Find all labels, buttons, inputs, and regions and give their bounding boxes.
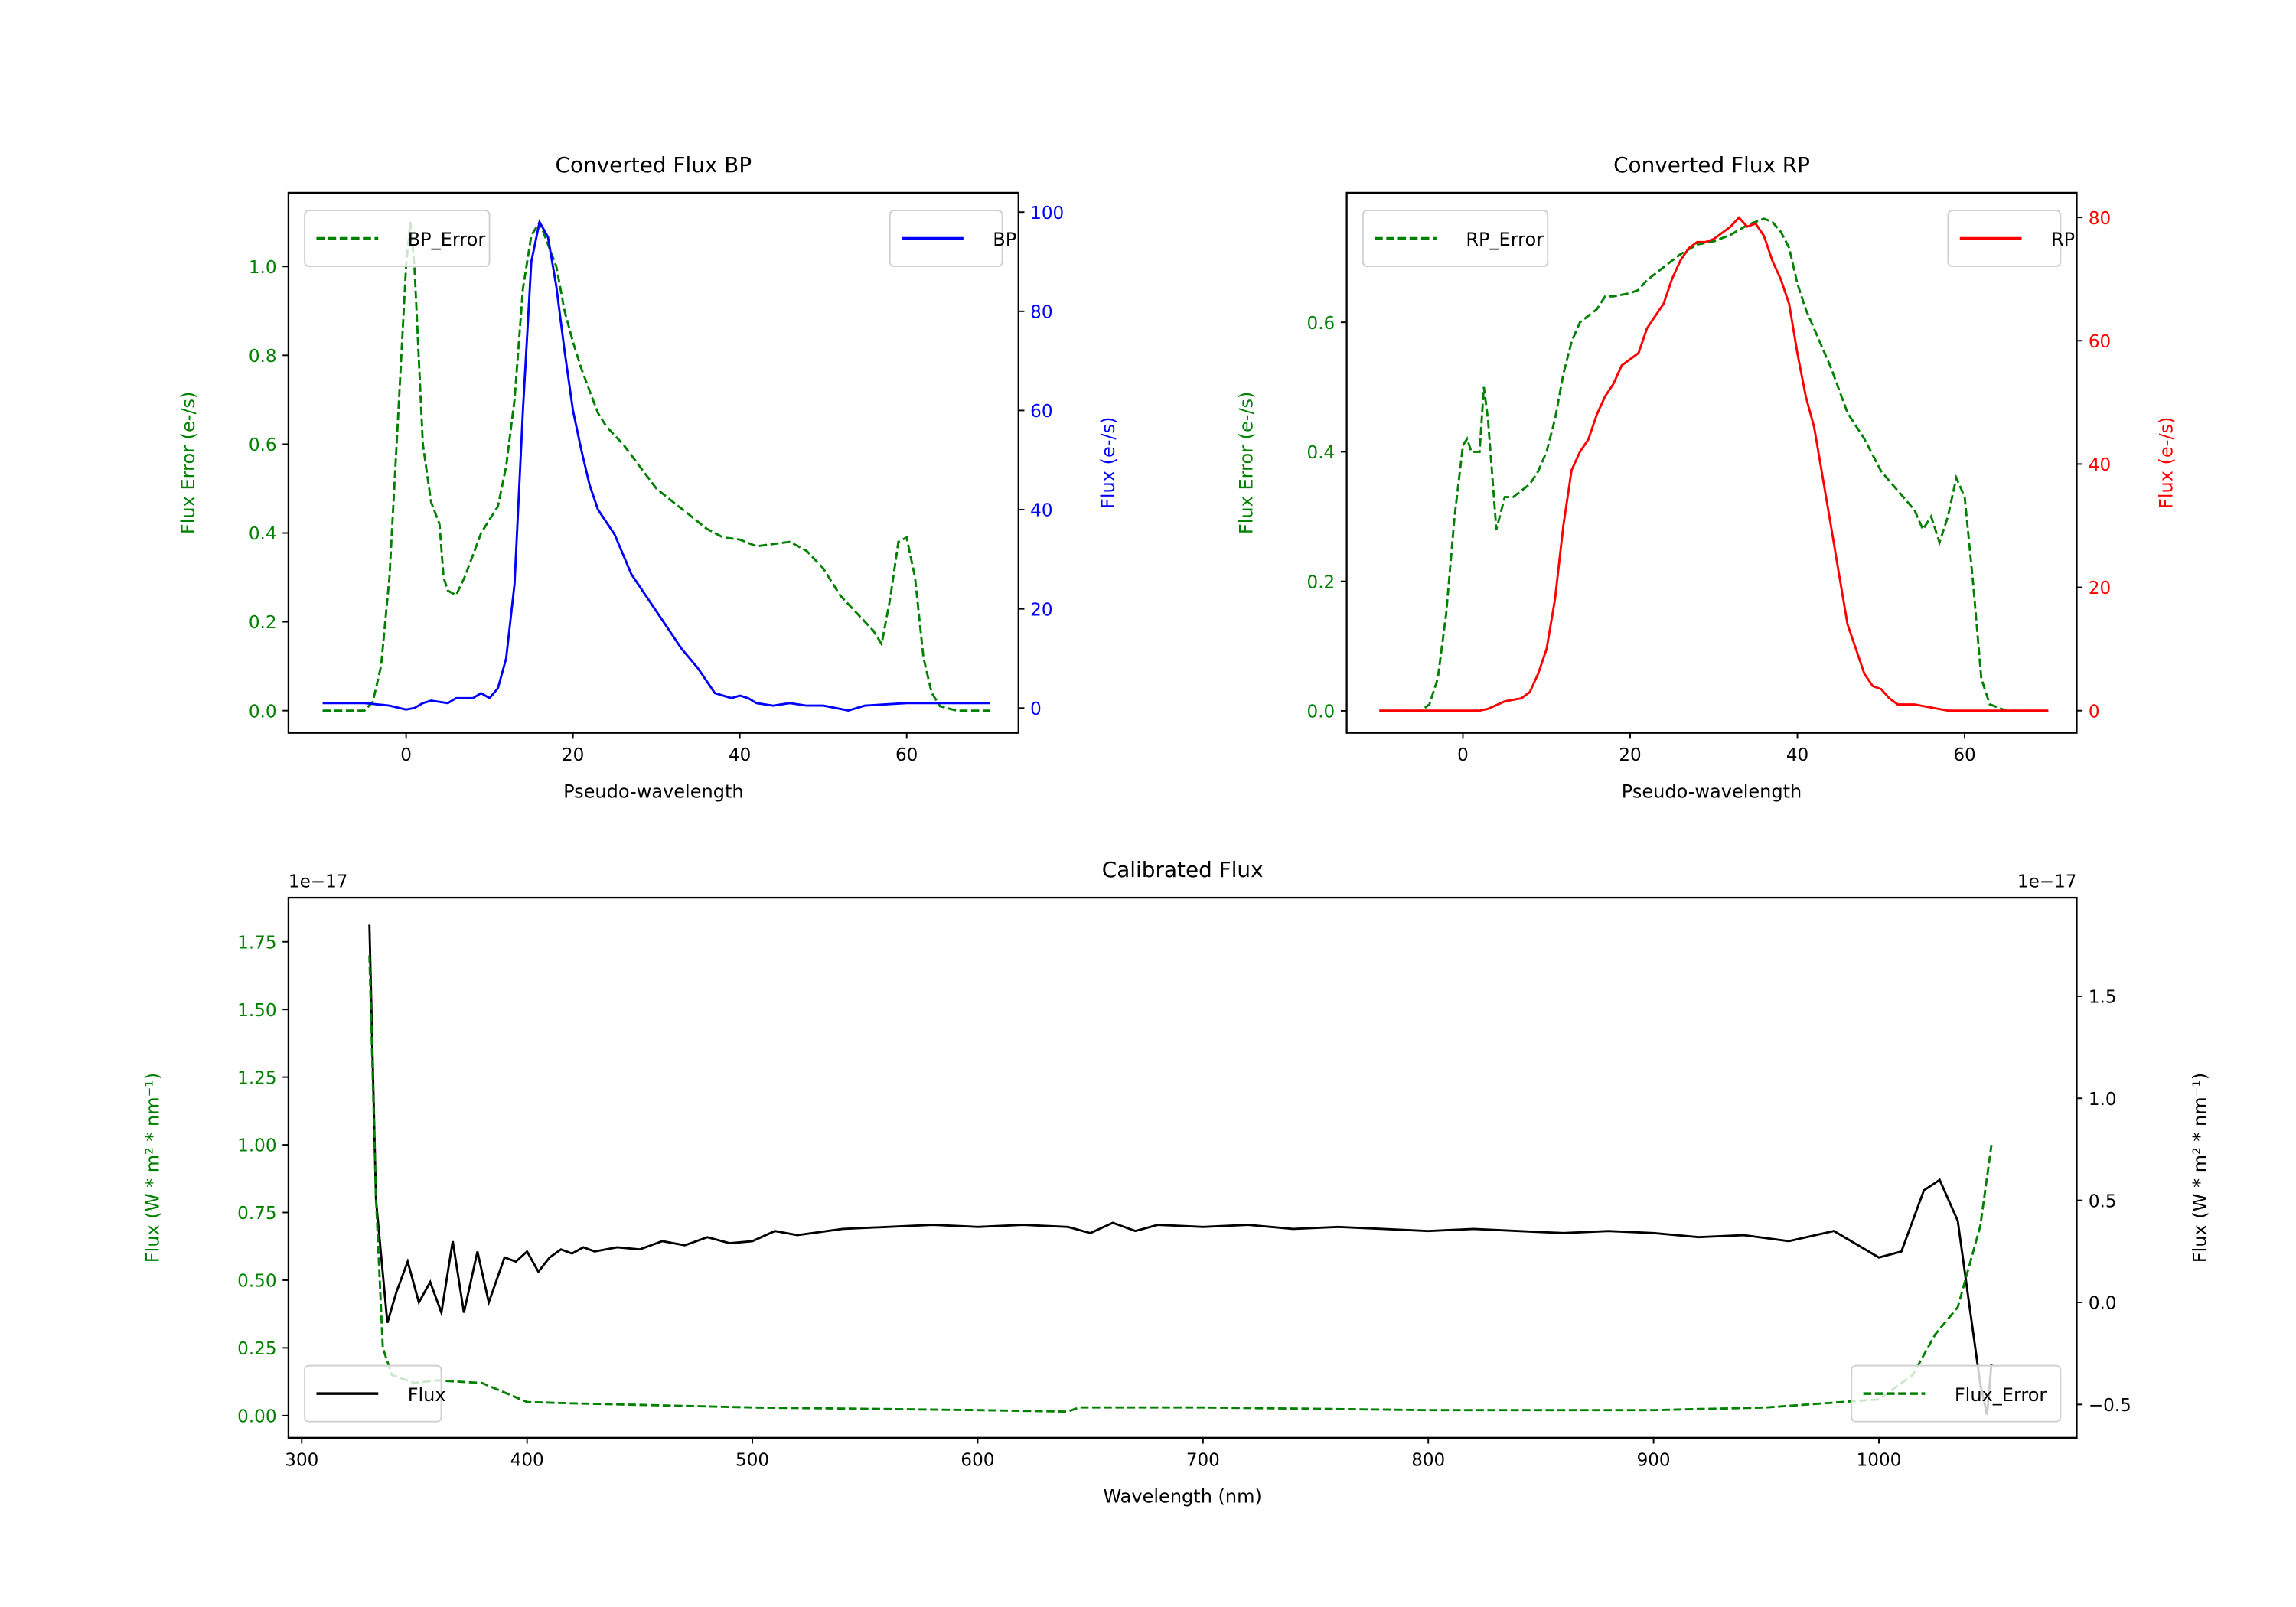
- bp-ylabel-right: Flux (e-/s): [1097, 417, 1119, 509]
- y-tick-label: 0.2: [1307, 572, 1336, 592]
- bp-title: Converted Flux BP: [556, 152, 752, 178]
- bp-xlabel: Pseudo-wavelength: [563, 781, 744, 802]
- cal-xlabel: Wavelength (nm): [1103, 1485, 1261, 1507]
- bp-chart: 0 20 40 60 0.0 0.2 0.4 0.6 0.8 1.0 0 20 40 60 80 100 Con…: [178, 152, 1119, 802]
- x-tick-label: 400: [510, 1450, 544, 1470]
- legend-label: BP: [993, 229, 1016, 250]
- y-tick-label: 1.50: [237, 1001, 276, 1021]
- legend-box: [1362, 210, 1549, 268]
- rp-title: Converted Flux RP: [1613, 152, 1810, 178]
- bp-legend-bp: BP: [889, 210, 1016, 268]
- y-right-tick-label: −0.5: [2089, 1396, 2131, 1416]
- rp-axes-frame: [1345, 191, 2078, 734]
- rp-ylabel: Flux Error (e-/s): [1236, 392, 1257, 535]
- y-tick-label: 0.4: [249, 524, 277, 544]
- rp-legend-rp: RP: [1947, 210, 2075, 268]
- y-right-tick-label: 20: [2089, 579, 2111, 598]
- bp-legend-bp-error: BP_Error: [304, 210, 491, 268]
- legend-box: [1851, 1364, 2062, 1423]
- bp-ylabel: Flux Error (e-/s): [178, 392, 199, 535]
- legend-box: [304, 210, 491, 268]
- x-tick-label: 1000: [1857, 1450, 1902, 1470]
- rp-ylabel-right: Flux (e-/s): [2155, 417, 2177, 509]
- y-tick-label: 0.6: [249, 435, 277, 455]
- y-tick-label: 0.4: [1307, 443, 1336, 463]
- y-tick-label: 1.0: [249, 258, 277, 278]
- y-tick-label: 0.25: [237, 1339, 276, 1359]
- x-tick-label: 60: [1953, 745, 1975, 765]
- y-right-tick-label: 80: [2089, 209, 2111, 229]
- y-right-tick-label: 1.0: [2089, 1090, 2117, 1110]
- x-tick-label: 0: [400, 745, 412, 765]
- y-tick-label: 0.50: [237, 1272, 276, 1292]
- y-right-tick-label: 0.5: [2089, 1191, 2117, 1211]
- y-right-tick-label: 40: [2089, 455, 2111, 475]
- x-tick-label: 700: [1186, 1450, 1220, 1470]
- x-tick-label: 20: [562, 745, 584, 765]
- x-tick-label: 300: [285, 1450, 318, 1470]
- cal-ylabel-right: Flux (W * m² * nm⁻¹): [2190, 1073, 2211, 1263]
- x-tick-label: 800: [1411, 1450, 1445, 1470]
- x-tick-label: 0: [1457, 745, 1469, 765]
- legend-label: Flux: [408, 1384, 446, 1406]
- y-right-tick-label: 40: [1030, 501, 1052, 521]
- cal-title: Calibrated Flux: [1102, 857, 1264, 882]
- cal-axes-frame: [287, 896, 2078, 1439]
- x-tick-label: 20: [1619, 745, 1641, 765]
- rp-series-rp-error-line: [1379, 217, 2049, 712]
- x-tick-label: 40: [1786, 745, 1808, 765]
- cal-legend-flux: Flux: [304, 1364, 446, 1423]
- y-tick-label: 0.2: [249, 613, 277, 633]
- offset-label-right: 1e−17: [2017, 872, 2077, 892]
- bp-series-bp-line: [322, 219, 990, 712]
- bp-axes-frame: [287, 191, 1019, 734]
- rp-legend-rp-error: RP_Error: [1362, 210, 1549, 268]
- bp-series-bp-error-line: [322, 219, 990, 712]
- y-tick-label: 0.0: [249, 702, 277, 722]
- cal-ylabel: Flux (W * m² * nm⁻¹): [142, 1073, 164, 1263]
- rp-series-rp-line: [1379, 216, 2049, 712]
- y-tick-label: 1.75: [237, 933, 276, 953]
- y-tick-label: 0.6: [1307, 314, 1336, 334]
- legend-label: RP: [2051, 229, 2075, 250]
- cal-series-flux-line: [368, 924, 1993, 1415]
- y-right-tick-label: 80: [1030, 302, 1052, 322]
- x-tick-label: 500: [735, 1450, 769, 1470]
- y-tick-label: 1.25: [237, 1068, 276, 1088]
- y-right-tick-label: 60: [2089, 332, 2111, 352]
- y-right-tick-label: 1.5: [2089, 988, 2117, 1008]
- rp-xlabel: Pseudo-wavelength: [1622, 781, 1802, 802]
- x-tick-label: 40: [729, 745, 751, 765]
- cal-series-flux-error-line: [368, 955, 1993, 1413]
- y-right-tick-label: 100: [1030, 204, 1064, 223]
- y-tick-label: 0.8: [249, 347, 277, 367]
- cal-chart: 300 400 500 600 700 800 900 1000 0.00 0.25 0.50 0.7…: [142, 857, 2211, 1507]
- rp-chart: 0 20 40 60 0.0 0.2 0.4 0.6 0 20 40 60 80 Converted Fl…: [1236, 152, 2177, 802]
- y-tick-label: 0.00: [237, 1407, 276, 1426]
- y-right-tick-label: 0: [2089, 702, 2100, 722]
- y-tick-label: 1.00: [237, 1136, 276, 1156]
- y-right-tick-label: 0.0: [2089, 1294, 2117, 1314]
- offset-label-left: 1e−17: [289, 872, 348, 892]
- x-tick-label: 600: [960, 1450, 994, 1470]
- legend-label: BP_Error: [408, 229, 486, 250]
- y-right-tick-label: 20: [1030, 600, 1052, 620]
- x-tick-label: 60: [895, 745, 918, 765]
- cal-legend-flux-error: Flux_Error: [1851, 1364, 2062, 1423]
- y-tick-label: 0.0: [1307, 702, 1336, 722]
- y-right-tick-label: 0: [1030, 699, 1042, 719]
- x-tick-label: 900: [1637, 1450, 1671, 1470]
- legend-label: RP_Error: [1466, 229, 1544, 250]
- legend-label: Flux_Error: [1955, 1384, 2047, 1406]
- y-right-tick-label: 60: [1030, 402, 1052, 422]
- y-tick-label: 0.75: [237, 1204, 276, 1224]
